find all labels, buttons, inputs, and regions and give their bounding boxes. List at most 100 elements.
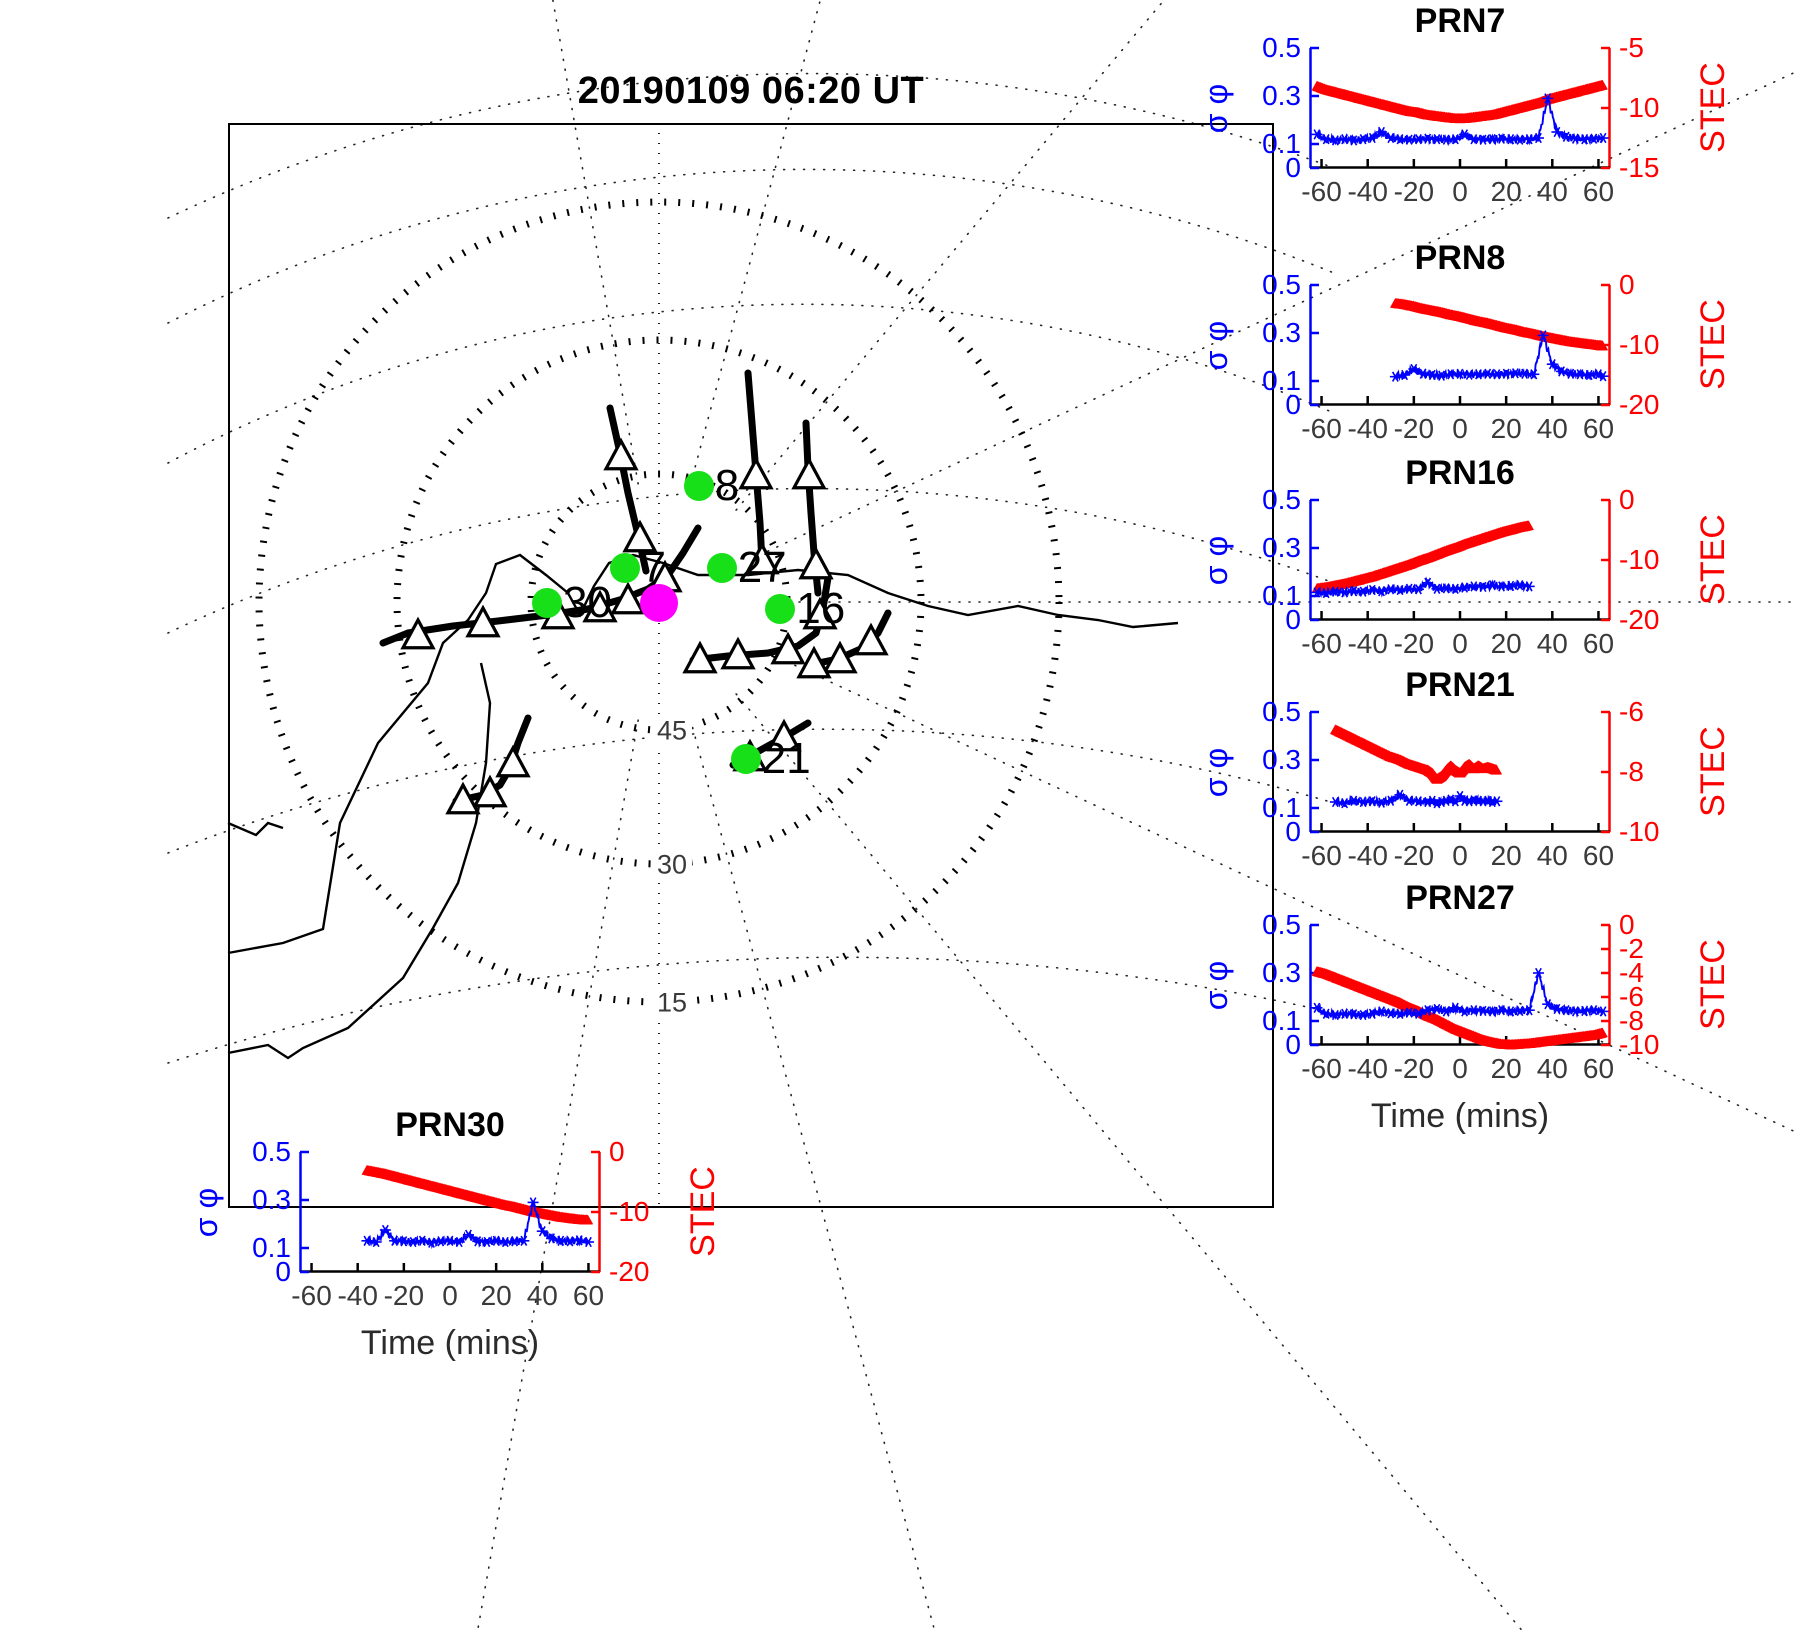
station-marker[interactable] (639, 583, 678, 622)
subplot-prn21[interactable]: PRN21 -60 -40 -20 0 20 40 60 0 0.1 0.3 0.5 -6 -8 -10 σ … (1198, 666, 1732, 962)
ytick-label-left: 0.3 (1262, 957, 1301, 988)
y-axis-label-sigma-phi: σ φ (188, 1187, 225, 1238)
ytick-label-left: 0 (1285, 152, 1301, 183)
xtick-label: -20 (1393, 1053, 1435, 1084)
ytick-label-right: -10 (1619, 1029, 1660, 1060)
y-axis-label-stec: STEC (1693, 62, 1732, 153)
subplot-title-prn8: PRN8 (1414, 239, 1506, 277)
satellite-label-prn21: 21 (761, 733, 811, 783)
ytick-label-left: 0.3 (1262, 744, 1301, 775)
satellite-marker-prn30[interactable] (532, 587, 563, 618)
xtick-label: 40 (1536, 176, 1568, 207)
elevation-ring-label-15: 15 (651, 987, 693, 1019)
satellite-marker-prn21[interactable] (730, 743, 761, 774)
xtick-label: 20 (1490, 413, 1522, 444)
xtick-label: -40 (1347, 1053, 1388, 1084)
xtick-label: -20 (1393, 840, 1435, 871)
subplot-title-prn7: PRN7 (1414, 2, 1506, 40)
xtick-label: 20 (1490, 176, 1522, 207)
y-axis-label-sigma-phi: σ φ (1198, 747, 1235, 798)
ytick-label-left: 0.1 (252, 1232, 291, 1263)
xtick-label: -40 (1347, 840, 1388, 871)
y-axis-label-sigma-phi: σ φ (1198, 83, 1235, 134)
x-axis-label-time: Time (mins) (360, 1324, 540, 1362)
xtick-label: -20 (383, 1280, 425, 1311)
subplot-prn27[interactable]: PRN27 -60 -40 -20 0 20 40 60 0 0.1 0.3 0.5 0 -2 -4 -6 -8… (1198, 879, 1732, 1175)
satellite-label-prn30: 30 (563, 577, 612, 627)
ytick-label-right: 0 (1619, 909, 1635, 940)
page-title: 20190109 06:20 UT (577, 70, 925, 112)
ytick-label-left: 0.1 (1262, 365, 1301, 396)
xtick-label: -40 (1347, 413, 1388, 444)
ytick-label-right: -8 (1619, 756, 1644, 787)
ytick-label-right: -10 (1619, 544, 1660, 575)
polar-skyplot[interactable]: 8 7 27 30 16 21 45 30 15 (167, 0, 1794, 1630)
xtick-label: 20 (1490, 628, 1522, 659)
ytick-label-left: 0.3 (252, 1184, 291, 1215)
plot-area-prn16 (1309, 498, 1611, 622)
xtick-label: 40 (1536, 1053, 1568, 1084)
plot-area-prn21 (1309, 710, 1611, 834)
plot-area-prn30 (299, 1150, 601, 1274)
ytick-label-left: 0.1 (1262, 1005, 1301, 1036)
xtick-label: -20 (1393, 413, 1435, 444)
plot-area-prn8 (1309, 283, 1611, 407)
xtick-label: -20 (1393, 176, 1435, 207)
xtick-label: 20 (1490, 840, 1522, 871)
y-axis-label-stec: STEC (1693, 299, 1732, 390)
satellite-label-prn7: 7 (641, 542, 666, 592)
plot-area-prn7 (1309, 46, 1611, 170)
satellite-marker-prn16[interactable] (765, 594, 796, 625)
subplot-prn16[interactable]: PRN16 -60 -40 -20 0 20 40 60 0 0.1 0.3 0.5 0 -10 -20 σ … (1198, 454, 1732, 750)
ytick-label-left: 0.1 (1262, 580, 1301, 611)
satellite-marker-prn8[interactable] (683, 471, 714, 502)
xtick-label: -60 (1301, 1053, 1342, 1084)
xtick-label: -60 (1301, 413, 1342, 444)
xtick-label: -60 (1301, 840, 1342, 871)
xtick-label: 0 (1452, 840, 1468, 871)
ytick-label-right: -6 (1619, 696, 1644, 727)
ytick-label-left: 0.5 (1262, 32, 1301, 63)
xtick-label: -20 (1393, 628, 1435, 659)
subplot-title-prn21: PRN21 (1405, 666, 1515, 704)
y-axis-label-sigma-phi: σ φ (1198, 535, 1235, 586)
xtick-label: -60 (1301, 628, 1342, 659)
xtick-label: 20 (480, 1280, 512, 1311)
satellite-label-prn27: 27 (737, 542, 787, 592)
subplot-prn30[interactable]: PRN30 -60 -40 -20 0 20 40 60 0 0.1 0.3 0.5 0 -10 -20 σ … (188, 1106, 722, 1402)
xtick-label: 0 (1452, 176, 1468, 207)
xtick-label: 60 (572, 1280, 605, 1311)
subplot-prn7[interactable]: PRN7 -60 -40 -20 0 20 40 60 0 0.1 0.3 0.5 -5 -10 -15 σ … (1198, 2, 1732, 298)
ytick-label-right: 0 (1619, 484, 1635, 515)
xtick-label: 60 (1582, 413, 1615, 444)
subplot-title-prn30: PRN30 (395, 1106, 505, 1144)
ytick-label-left: 0.3 (1262, 317, 1301, 348)
ytick-label-right: -10 (1619, 329, 1660, 360)
subplot-prn8[interactable]: PRN8 -60 -40 -20 0 20 40 60 0 0.1 0.3 0.5 0 -10 -20 σ φ… (1198, 239, 1732, 535)
ytick-label-left: 0.5 (1262, 696, 1301, 727)
xtick-label: 60 (1582, 1053, 1615, 1084)
ytick-label-left: 0 (1285, 1029, 1301, 1060)
satellite-marker-prn27[interactable] (706, 552, 737, 583)
skyplot-graphics (167, 0, 1794, 1630)
xtick-label: 40 (526, 1280, 558, 1311)
ytick-label-right: -20 (1619, 389, 1660, 420)
y-axis-label-stec: STEC (683, 1166, 722, 1257)
ytick-label-right: -2 (1619, 933, 1644, 964)
xtick-label: 40 (1536, 628, 1568, 659)
ytick-label-right: 0 (1619, 269, 1635, 300)
satellite-label-prn8: 8 (714, 461, 740, 511)
ytick-label-left: 0.3 (1262, 532, 1301, 563)
ytick-label-right: 0 (609, 1136, 625, 1167)
y-axis-label-sigma-phi: σ φ (1198, 960, 1235, 1011)
xtick-label: 40 (1536, 840, 1568, 871)
y-axis-label-sigma-phi: σ φ (1198, 320, 1235, 371)
xtick-label: 20 (1490, 1053, 1522, 1084)
satellite-marker-prn7[interactable] (610, 552, 641, 583)
ytick-label-left: 0 (1285, 389, 1301, 420)
ytick-label-right: -10 (609, 1196, 650, 1227)
ytick-label-right: -20 (609, 1256, 650, 1287)
ytick-label-right: -4 (1619, 957, 1644, 988)
elevation-ring-label-30: 30 (651, 849, 693, 881)
